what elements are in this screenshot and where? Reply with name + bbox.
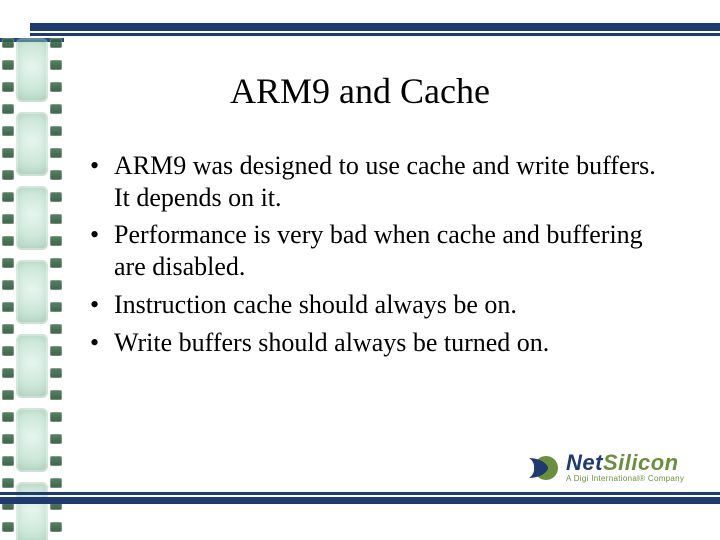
filmstrip-hole bbox=[2, 368, 14, 378]
bullet-item: Instruction cache should always be on. bbox=[90, 289, 670, 321]
bullet-item: Performance is very bad when cache and b… bbox=[90, 219, 670, 282]
filmstrip-hole bbox=[2, 280, 14, 290]
slide-title: ARM9 and Cache bbox=[0, 70, 720, 112]
top-decorative-bar bbox=[30, 23, 720, 36]
filmstrip-hole bbox=[50, 478, 62, 488]
filmstrip-hole bbox=[2, 214, 14, 224]
filmstrip-hole bbox=[2, 390, 14, 400]
filmstrip-hole bbox=[50, 346, 62, 356]
filmstrip-hole bbox=[50, 214, 62, 224]
filmstrip-hole bbox=[50, 456, 62, 466]
logo-tagline: A Digi International® Company bbox=[566, 474, 684, 483]
left-filmstrip-decor bbox=[0, 38, 64, 540]
filmstrip-frame bbox=[16, 186, 48, 250]
filmstrip-hole bbox=[2, 148, 14, 158]
filmstrip-hole bbox=[2, 434, 14, 444]
filmstrip-hole bbox=[2, 192, 14, 202]
filmstrip-hole bbox=[50, 368, 62, 378]
filmstrip-hole bbox=[2, 60, 14, 70]
slide-body: ARM9 was designed to use cache and write… bbox=[90, 150, 670, 364]
netsilicon-logo: NetSilicon A Digi International® Company bbox=[526, 450, 696, 492]
logo-word-silicon: Silicon bbox=[603, 450, 679, 475]
filmstrip-hole bbox=[50, 412, 62, 422]
filmstrip-hole bbox=[50, 434, 62, 444]
filmstrip-hole bbox=[2, 258, 14, 268]
filmstrip-frame bbox=[16, 260, 48, 324]
filmstrip-hole bbox=[50, 258, 62, 268]
filmstrip-hole bbox=[50, 280, 62, 290]
filmstrip-hole bbox=[2, 456, 14, 466]
filmstrip-hole bbox=[50, 390, 62, 400]
filmstrip-frames bbox=[16, 38, 48, 540]
filmstrip-hole bbox=[50, 302, 62, 312]
filmstrip-hole bbox=[50, 170, 62, 180]
filmstrip-hole bbox=[2, 522, 14, 532]
filmstrip-hole bbox=[2, 412, 14, 422]
bullet-list: ARM9 was designed to use cache and write… bbox=[90, 150, 670, 358]
filmstrip-hole bbox=[2, 346, 14, 356]
filmstrip-hole bbox=[2, 38, 14, 48]
filmstrip-frame bbox=[16, 408, 48, 472]
filmstrip-frame bbox=[16, 112, 48, 176]
filmstrip-perforations-left bbox=[2, 38, 14, 540]
filmstrip-frame bbox=[16, 482, 48, 540]
filmstrip-hole bbox=[2, 302, 14, 312]
logo-wordmark: NetSilicon bbox=[566, 450, 679, 476]
slide-root: ARM9 and Cache ARM9 was designed to use … bbox=[0, 0, 720, 540]
filmstrip-hole bbox=[50, 522, 62, 532]
bullet-item: Write buffers should always be turned on… bbox=[90, 327, 670, 359]
filmstrip-perforations-right bbox=[50, 38, 62, 540]
filmstrip-hole bbox=[50, 148, 62, 158]
filmstrip-hole bbox=[50, 236, 62, 246]
bottom-bar-thin bbox=[0, 492, 720, 495]
filmstrip-hole bbox=[2, 126, 14, 136]
filmstrip-hole bbox=[2, 478, 14, 488]
filmstrip-hole bbox=[2, 324, 14, 334]
filmstrip-hole bbox=[50, 324, 62, 334]
logo-mark-icon bbox=[526, 454, 560, 482]
filmstrip-hole bbox=[2, 170, 14, 180]
filmstrip-frame bbox=[16, 334, 48, 398]
logo-word-net: Net bbox=[566, 450, 603, 475]
top-bar-thin bbox=[30, 33, 720, 36]
bottom-decorative-bar bbox=[0, 492, 720, 504]
filmstrip-hole bbox=[50, 192, 62, 202]
filmstrip-hole bbox=[50, 126, 62, 136]
bottom-bar-thick bbox=[0, 497, 720, 504]
filmstrip-hole bbox=[2, 236, 14, 246]
bullet-item: ARM9 was designed to use cache and write… bbox=[90, 150, 670, 213]
top-bar-thick bbox=[30, 23, 720, 31]
filmstrip-hole bbox=[50, 38, 62, 48]
filmstrip-hole bbox=[50, 60, 62, 70]
